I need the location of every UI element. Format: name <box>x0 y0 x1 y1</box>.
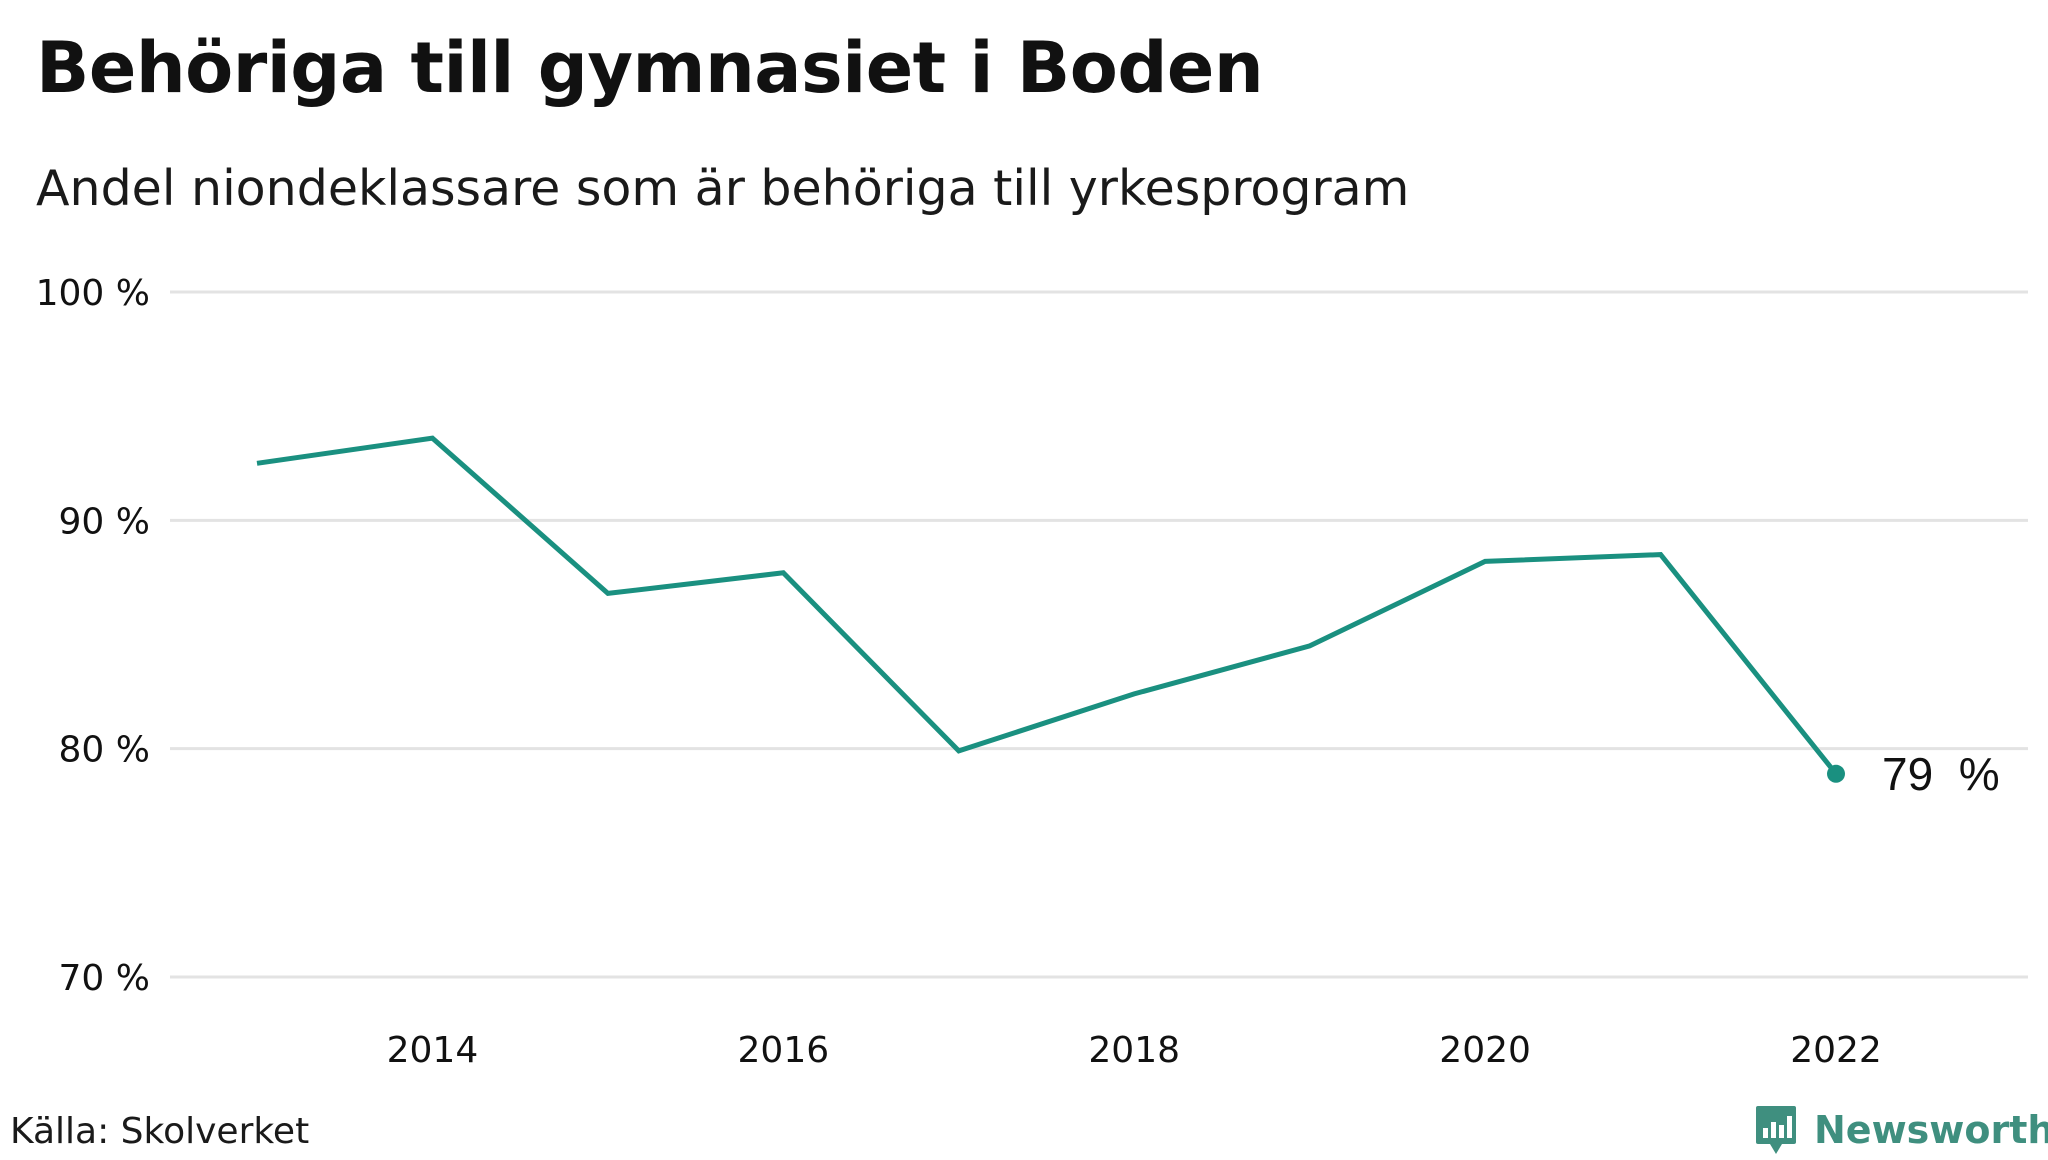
y-axis-tick-labels: 70 % 80 % 90 % 100 % <box>36 273 150 999</box>
gridlines <box>170 290 2028 979</box>
brand-logo: Newsworthy <box>1754 1100 2048 1160</box>
brand-name: Newsworthy <box>1814 1108 2048 1152</box>
data-labels: 79 % <box>1882 748 2000 800</box>
y-tick-label: 90 % <box>59 501 150 542</box>
series <box>256 435 1845 783</box>
x-tick-label: 2018 <box>1088 1030 1180 1071</box>
x-tick-label: 2020 <box>1439 1030 1531 1071</box>
x-axis-tick-labels: 2014 2016 2018 2020 2022 <box>387 1030 1882 1071</box>
x-tick-label: 2014 <box>387 1030 479 1071</box>
source-note: Källa: Skolverket <box>10 1111 310 1152</box>
end-value-label: 79 % <box>1882 748 2000 800</box>
chart-title: Behöriga till gymnasiet i Boden <box>36 27 1264 109</box>
series-line <box>256 435 1838 776</box>
x-tick-label: 2022 <box>1790 1030 1882 1071</box>
y-tick-label: 100 % <box>36 273 150 314</box>
newsworthy-logo-icon <box>1756 1106 1796 1154</box>
chart-subtitle: Andel niondeklassare som är behöriga til… <box>36 160 1410 217</box>
line-chart: 70 % 80 % 90 % 100 % 2014 2016 2018 2020 2022 7… <box>36 273 2028 1071</box>
y-tick-label: 70 % <box>59 958 150 999</box>
x-tick-label: 2016 <box>738 1030 830 1071</box>
end-point-marker <box>1827 764 1845 783</box>
y-tick-label: 80 % <box>59 730 150 771</box>
